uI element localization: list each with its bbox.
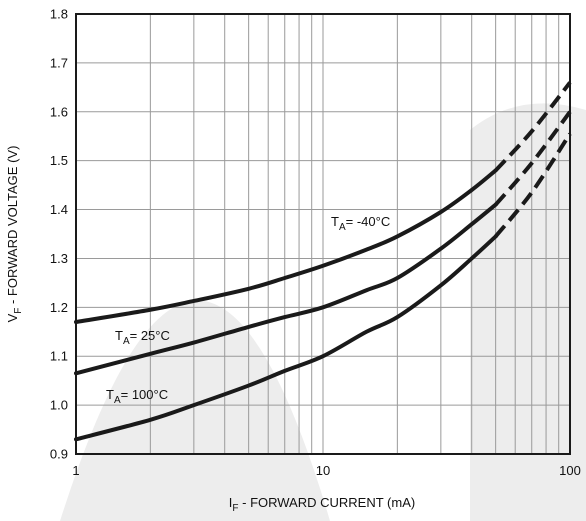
y-tick-label: 1.3	[50, 251, 68, 266]
series-line-1	[74, 202, 498, 376]
y-tick-label: 0.9	[50, 447, 68, 462]
x-tick-label: 10	[316, 463, 330, 478]
y-tick-label: 1.5	[50, 153, 68, 168]
watermark-shape	[60, 300, 330, 521]
plot-frame	[75, 13, 571, 455]
series-label-25c: TA= 25°C	[115, 328, 170, 347]
series-line-0	[74, 168, 498, 324]
series-label-minus-40c: TA= -40°C	[331, 214, 390, 233]
x-tick-labels: 1 10 100	[72, 463, 580, 478]
y-tick-labels: 0.9 1.0 1.1 1.2 1.3 1.4 1.5 1.6 1.7 1.8	[50, 7, 68, 462]
y-tick-label: 1.4	[50, 202, 68, 217]
series-dashed-extension-1	[494, 110, 572, 206]
y-tick-label: 1.8	[50, 7, 68, 22]
y-tick-label: 1.2	[50, 300, 68, 315]
series-label-100c: TA= 100°C	[106, 387, 168, 406]
x-tick-label: 100	[559, 463, 581, 478]
y-tick-label: 1.6	[50, 104, 68, 119]
watermark-shape	[470, 103, 586, 521]
y-tick-label: 1.7	[50, 55, 68, 70]
x-axis-title: IF - FORWARD CURRENT (mA)	[229, 495, 415, 514]
series-dashed-extension-2	[494, 132, 572, 238]
y-tick-label: 1.0	[50, 398, 68, 413]
y-axis-title: VF - FORWARD VOLTAGE (V)	[5, 146, 24, 323]
series-dashed-extension-0	[494, 81, 572, 172]
x-tick-label: 1	[72, 463, 79, 478]
series-lines	[74, 81, 572, 442]
background-watermark	[60, 103, 586, 521]
y-tick-label: 1.1	[50, 349, 68, 364]
series-line-2	[74, 234, 498, 442]
